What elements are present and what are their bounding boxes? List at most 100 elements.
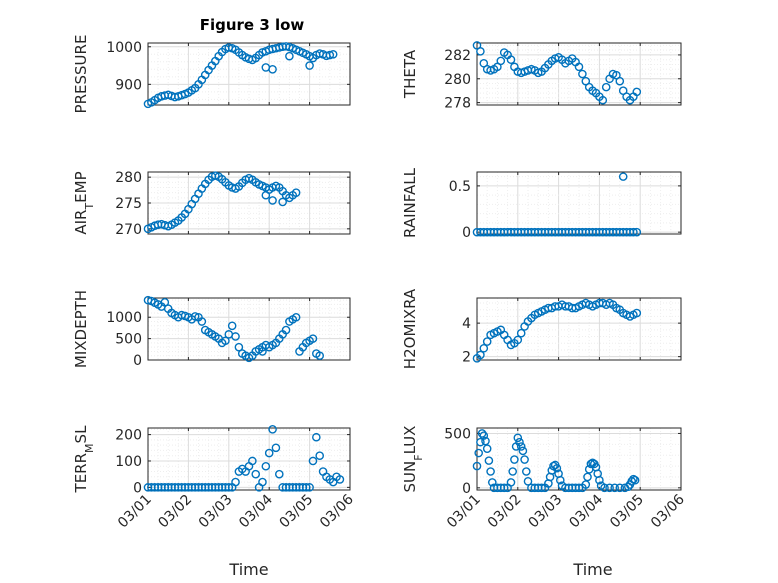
y-axis-label-tail: EMP xyxy=(72,171,90,202)
data-point xyxy=(513,335,523,345)
axes-frame xyxy=(476,42,682,106)
data-point xyxy=(513,433,523,443)
data-point xyxy=(482,444,492,453)
data-point xyxy=(308,456,318,466)
data-point xyxy=(231,332,240,341)
y-axis-label-main: TERR xyxy=(72,453,90,494)
y-axis-label: MIXDEPTH xyxy=(72,290,90,368)
x-tick-label: 03/04 xyxy=(236,491,276,531)
data-point xyxy=(231,477,240,487)
y-tick-label: 200 xyxy=(115,428,142,444)
x-tick-label: 03/01 xyxy=(444,492,484,532)
y-axis-label: SUNFLUX xyxy=(401,426,425,493)
axes-frame xyxy=(147,427,351,491)
data-point xyxy=(221,336,230,346)
subplot-4: 0 0.5 RAINFALL xyxy=(401,167,682,241)
data-point xyxy=(518,446,528,456)
data-point xyxy=(315,351,325,361)
y-axis-label: AIRTEMP xyxy=(72,171,96,234)
data-point xyxy=(610,483,620,493)
y-axis-label: THETA xyxy=(401,49,419,99)
data-point xyxy=(251,469,261,479)
y-tick-label: 0 xyxy=(462,225,471,241)
data-point xyxy=(578,69,587,79)
x-tick-label: 03/06 xyxy=(648,491,688,531)
subplot-2: 278 280 282 THETA xyxy=(401,41,682,112)
subplot-1: 900 1000 PRESSURE xyxy=(72,35,351,114)
subplot-5: 0 500 1000 MIXDEPTH xyxy=(72,290,351,369)
y-axis-label-main: THETA xyxy=(401,49,419,99)
data-point xyxy=(197,317,207,326)
data-series xyxy=(472,298,642,363)
y-axis-label-main: RAINFALL xyxy=(401,167,419,238)
data-point xyxy=(552,463,562,473)
y-axis-label: RAINFALL xyxy=(401,167,419,238)
data-point xyxy=(160,297,170,307)
data-series xyxy=(472,172,642,237)
data-point xyxy=(248,456,257,466)
data-point xyxy=(632,227,642,237)
data-point xyxy=(268,65,277,74)
data-point xyxy=(618,172,628,181)
data-point xyxy=(482,337,492,346)
data-point xyxy=(328,49,338,59)
data-point xyxy=(479,343,489,353)
y-axis-label-tail: SL xyxy=(72,425,90,444)
y-axis-label-tail: LUX xyxy=(401,426,419,455)
y-axis-label-main: PRESSURE xyxy=(72,35,90,114)
data-series xyxy=(472,41,642,105)
data-point xyxy=(224,483,234,492)
y-tick-label: 280 xyxy=(115,170,142,186)
data-point xyxy=(312,432,321,442)
data-point xyxy=(481,436,490,446)
data-series xyxy=(143,42,338,109)
data-point xyxy=(496,56,506,66)
figure-title: Figure 3 low xyxy=(200,16,305,34)
x-tick-label: 03/03 xyxy=(196,492,236,532)
data-point xyxy=(335,475,345,484)
data-point xyxy=(479,431,489,440)
data-point xyxy=(598,95,608,105)
data-point xyxy=(268,196,277,205)
data-point xyxy=(291,188,301,197)
x-tick-label: 03/01 xyxy=(115,492,155,532)
data-point xyxy=(472,461,482,471)
y-axis-label: H2OMIXRA xyxy=(401,288,419,369)
data-point xyxy=(476,350,485,360)
data-point xyxy=(506,55,516,64)
data-point xyxy=(271,443,281,453)
data-series xyxy=(143,295,325,363)
data-point xyxy=(574,483,584,493)
data-point xyxy=(484,456,494,465)
data-point xyxy=(301,483,311,492)
data-point xyxy=(632,308,642,318)
data-point xyxy=(515,437,524,447)
y-tick-label: 4 xyxy=(462,316,471,332)
x-tick-label: 03/06 xyxy=(317,491,357,531)
y-axis-label: TERRMSL xyxy=(72,425,96,494)
x-tick-label: 03/05 xyxy=(277,492,317,532)
data-point xyxy=(285,51,294,61)
data-point xyxy=(601,82,611,92)
data-point xyxy=(632,87,642,97)
data-point xyxy=(629,474,638,484)
data-series xyxy=(143,425,345,492)
data-point xyxy=(474,448,484,458)
data-point xyxy=(281,325,291,335)
y-tick-label: 0 xyxy=(462,481,471,497)
data-point xyxy=(556,475,565,485)
x-tick-label: 03/04 xyxy=(566,491,606,531)
data-point xyxy=(278,197,287,207)
y-tick-label: 278 xyxy=(444,96,471,112)
data-point xyxy=(258,347,267,356)
y-tick-label: 270 xyxy=(115,222,142,238)
data-point xyxy=(522,467,531,476)
data-point xyxy=(227,321,237,331)
data-point xyxy=(605,483,614,493)
x-tick-label: 03/02 xyxy=(155,492,195,532)
data-point xyxy=(476,437,485,447)
data-point xyxy=(508,467,518,476)
subplot-6: 2 4 H2OMIXRA xyxy=(401,288,682,369)
data-point xyxy=(520,455,529,464)
